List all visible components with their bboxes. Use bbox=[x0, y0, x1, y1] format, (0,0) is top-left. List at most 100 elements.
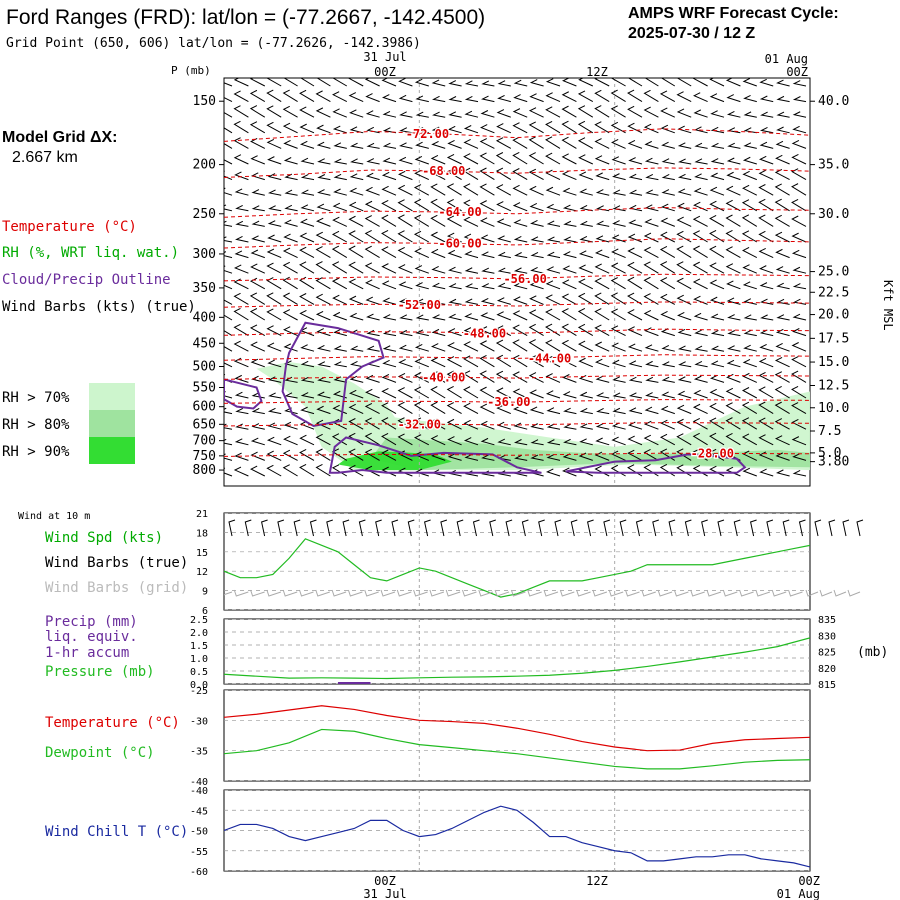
wind-barb bbox=[644, 406, 659, 415]
p-tick-label: 500 bbox=[193, 360, 216, 375]
wind-barb bbox=[610, 89, 626, 103]
wind-barb-grid bbox=[445, 589, 461, 597]
wind-barb bbox=[415, 329, 429, 337]
legend-rh70: RH > 70% bbox=[2, 390, 70, 406]
wind-barb bbox=[333, 328, 347, 337]
wind-barb bbox=[332, 294, 348, 305]
wind-barb bbox=[676, 448, 692, 461]
wind-barb bbox=[725, 417, 741, 430]
wind-barb bbox=[611, 359, 626, 368]
wind-barb bbox=[659, 433, 676, 446]
wind-barb bbox=[709, 448, 725, 461]
wind-barb bbox=[595, 189, 610, 196]
wind-barb-true bbox=[440, 519, 448, 537]
wind-barb bbox=[233, 78, 249, 87]
wind-barb-grid bbox=[494, 589, 510, 597]
wind-barb bbox=[464, 298, 479, 305]
wind-barb-grid bbox=[706, 589, 722, 597]
y-tick-label: 2.0 bbox=[190, 628, 208, 639]
wind-barb bbox=[694, 361, 708, 368]
wind-barb bbox=[234, 250, 249, 259]
wind-barb bbox=[381, 185, 397, 196]
wind-barb bbox=[610, 292, 626, 305]
wind-barb bbox=[415, 282, 429, 290]
y-tick-label: -60 bbox=[190, 867, 208, 878]
wind-barb bbox=[774, 435, 790, 446]
wind-barb bbox=[463, 183, 479, 196]
panel-frame bbox=[223, 689, 811, 782]
legend-swatch-rh70 bbox=[89, 383, 135, 410]
wind-barb bbox=[709, 93, 725, 103]
wind-barb bbox=[644, 157, 659, 165]
wind-spd-label: Wind Spd (kts) bbox=[45, 530, 163, 546]
wind-barb bbox=[759, 298, 774, 305]
wind-barb bbox=[430, 154, 446, 165]
wind-barb bbox=[627, 261, 643, 274]
wind-barb bbox=[430, 357, 446, 368]
wind-barb bbox=[299, 463, 315, 477]
wind-barb bbox=[743, 329, 757, 337]
wind-barb bbox=[759, 95, 774, 103]
wind-barb bbox=[224, 453, 233, 461]
wind-barb bbox=[446, 215, 462, 227]
wind-barb bbox=[268, 189, 282, 196]
wind-barb bbox=[529, 389, 544, 399]
isotherm-label: -64.00 bbox=[438, 205, 481, 219]
wind-barb bbox=[562, 265, 577, 274]
wind-barb bbox=[579, 438, 593, 446]
wind-barb bbox=[709, 279, 725, 290]
y-tick-label: 2.5 bbox=[190, 615, 208, 626]
p-tick-label: 400 bbox=[193, 310, 216, 325]
wind-barb bbox=[725, 263, 741, 274]
wind-barb bbox=[758, 434, 774, 446]
wind-barb-grid bbox=[608, 589, 624, 597]
wind-barb bbox=[545, 323, 561, 337]
wind-barb bbox=[250, 437, 265, 446]
wind-barb bbox=[692, 278, 708, 290]
wind-barb-grid bbox=[429, 589, 445, 597]
wind-barb bbox=[775, 266, 790, 274]
wind-barb bbox=[545, 280, 561, 290]
wind-barb bbox=[610, 105, 626, 118]
wind-barb-grid bbox=[478, 589, 493, 597]
y-tick-label: 1.5 bbox=[190, 641, 208, 652]
wind-barb bbox=[512, 296, 528, 305]
wind-barb bbox=[546, 454, 561, 461]
wind-barb bbox=[430, 231, 446, 243]
wind-barb bbox=[480, 251, 495, 259]
top-tick-00z-right: 00Z bbox=[786, 65, 808, 79]
wind-barb bbox=[628, 407, 643, 415]
wind-barb bbox=[610, 308, 626, 321]
wind-barb bbox=[578, 264, 593, 274]
wind-barb bbox=[283, 157, 298, 165]
wind-barb bbox=[743, 127, 757, 134]
wind-barb bbox=[758, 357, 774, 368]
wind-barb-grid bbox=[266, 589, 282, 597]
wind-barb-true bbox=[856, 519, 864, 537]
wind-barb bbox=[463, 419, 479, 430]
p-tick-label: 150 bbox=[193, 94, 216, 109]
wind-barb bbox=[612, 205, 626, 212]
wind-barb bbox=[413, 230, 430, 243]
wind-barb bbox=[430, 418, 446, 430]
wind-barb bbox=[513, 79, 528, 87]
wind-barb bbox=[545, 339, 561, 352]
y-tick-label: 9 bbox=[202, 587, 208, 598]
wind-barb bbox=[365, 279, 380, 290]
wind-barb bbox=[266, 262, 282, 274]
wind-barb bbox=[709, 215, 725, 227]
wind-barb bbox=[661, 361, 675, 368]
wind-barb bbox=[528, 372, 544, 383]
wind-barb bbox=[366, 126, 380, 134]
wind-barb bbox=[431, 140, 446, 149]
wind-panel: 6 9 12 15 18 21 bbox=[196, 509, 864, 617]
wind-barb bbox=[594, 341, 610, 352]
wind-barb bbox=[611, 422, 626, 430]
wind-barb bbox=[710, 360, 725, 368]
wind-barb bbox=[331, 245, 348, 259]
wind-barb bbox=[446, 198, 462, 212]
wind-barb bbox=[677, 173, 692, 181]
wind-barb bbox=[399, 329, 413, 337]
wind-barb-true bbox=[554, 519, 562, 537]
y2-tick-label: 830 bbox=[818, 631, 836, 642]
